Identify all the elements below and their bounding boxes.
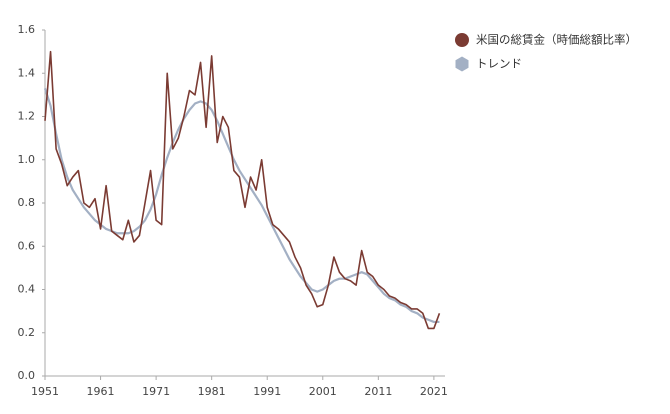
legend-label: 米国の総賃金（時価総額比率） bbox=[476, 33, 637, 47]
y-tick-label: 1.0 bbox=[18, 153, 36, 166]
x-tick-label: 1991 bbox=[253, 385, 281, 398]
x-tick-label: 2011 bbox=[364, 385, 392, 398]
y-tick-label: 0.4 bbox=[18, 283, 36, 296]
legend-marker bbox=[455, 56, 469, 72]
y-tick-label: 0.6 bbox=[18, 239, 36, 252]
x-tick-label: 1981 bbox=[198, 385, 226, 398]
x-tick-label: 2021 bbox=[420, 385, 448, 398]
x-tick-label: 2001 bbox=[309, 385, 337, 398]
y-tick-label: 0.2 bbox=[18, 326, 36, 339]
series-line bbox=[44, 50, 441, 330]
legend-marker bbox=[455, 33, 469, 47]
x-tick-label: 1951 bbox=[31, 385, 59, 398]
x-tick-label: 1961 bbox=[87, 385, 115, 398]
y-tick-label: 1.2 bbox=[18, 110, 36, 123]
y-tick-label: 1.4 bbox=[18, 66, 36, 79]
series-line bbox=[43, 88, 440, 324]
legend-label: トレンド bbox=[476, 57, 522, 71]
y-tick-label: 0.0 bbox=[18, 369, 36, 382]
x-tick-label: 1971 bbox=[142, 385, 170, 398]
y-tick-label: 1.6 bbox=[18, 23, 36, 36]
y-tick-label: 0.8 bbox=[18, 196, 36, 209]
